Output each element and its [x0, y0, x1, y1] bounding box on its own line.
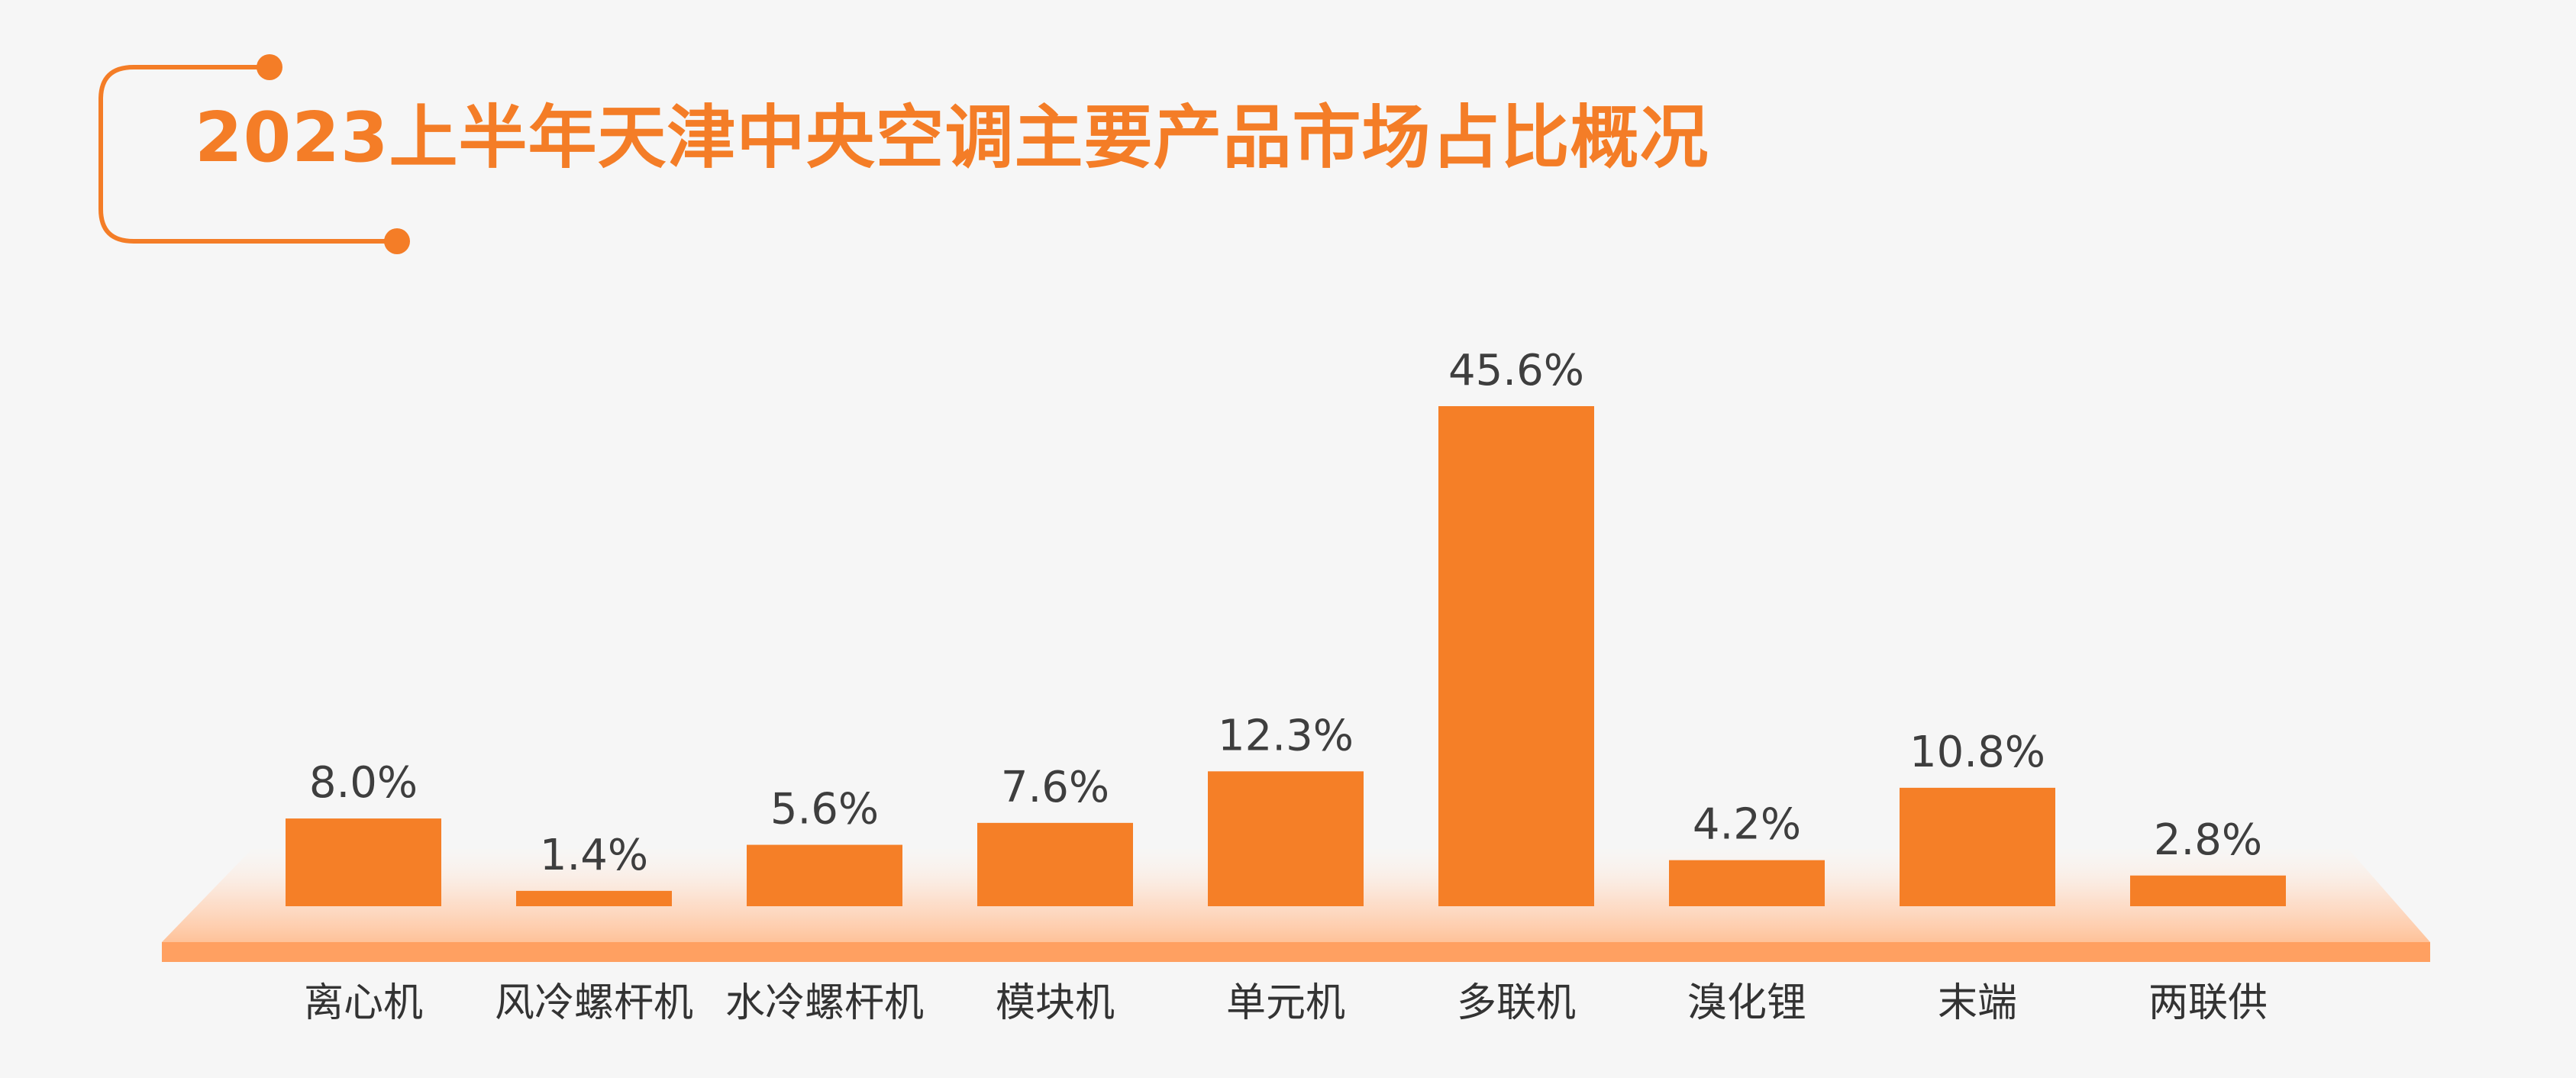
value-label: 45.6% — [1448, 346, 1584, 395]
value-label: 2.8% — [2154, 815, 2262, 865]
category-label: 离心机 — [304, 980, 423, 1026]
category-label: 两联供 — [2148, 980, 2268, 1026]
category-label: 水冷螺杆机 — [725, 980, 924, 1026]
value-label: 12.3% — [1218, 711, 1354, 760]
bar — [1669, 860, 1825, 906]
category-label: 溴化锂 — [1687, 980, 1806, 1026]
value-labels-layer: 8.0% 1.4% 5.6% 7.6% 12.3% 45.6% 4.2% 10.8% 2.8% — [309, 346, 2262, 880]
bar — [1438, 406, 1594, 906]
bar — [2130, 875, 2286, 906]
chart-baseline — [162, 942, 2430, 962]
bar — [977, 822, 1133, 906]
bar — [1900, 787, 2055, 906]
value-label: 8.0% — [309, 758, 418, 808]
bars-layer — [286, 406, 2286, 906]
bar — [516, 890, 672, 906]
value-label: 7.6% — [1001, 763, 1109, 812]
bar — [747, 844, 902, 906]
value-label: 1.4% — [540, 831, 648, 880]
value-label: 10.8% — [1909, 728, 2045, 777]
category-label: 末端 — [1938, 980, 2017, 1026]
bar — [286, 818, 441, 906]
category-label: 风冷螺杆机 — [495, 980, 693, 1026]
category-label: 多联机 — [1457, 980, 1576, 1026]
category-label: 单元机 — [1226, 980, 1345, 1026]
chart-title: 2023上半年天津中央空调主要产品市场占比概况 — [195, 98, 1709, 178]
value-label: 4.2% — [1693, 800, 1801, 850]
category-labels-layer: 离心机 风冷螺杆机 水冷螺杆机 模块机 单元机 多联机 溴化锂 末端 两联供 — [304, 980, 2268, 1026]
value-label: 5.6% — [770, 785, 879, 834]
category-label: 模块机 — [996, 980, 1115, 1026]
bar — [1208, 771, 1364, 906]
